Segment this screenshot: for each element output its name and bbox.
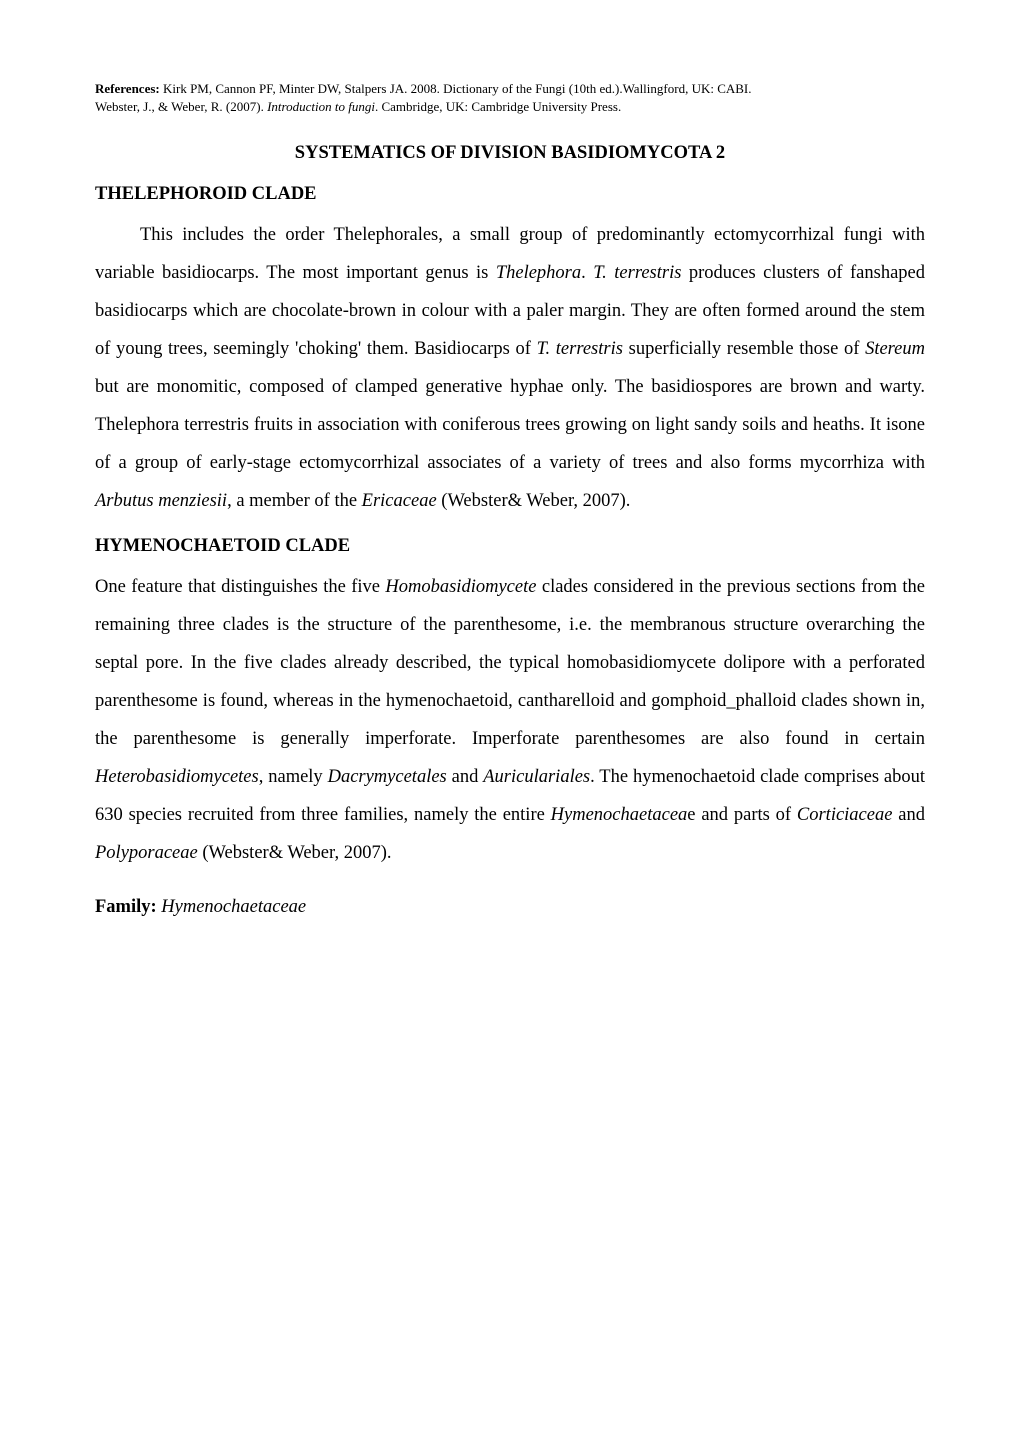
references-line2-prefix: Webster, J., & Weber, R. (2007). (95, 99, 267, 114)
text-run: (Webster& Weber, 2007). (437, 491, 631, 511)
italic-run: Heterobasidiomycetes (95, 767, 259, 787)
italic-run: Thelephora (496, 263, 581, 283)
family-name: Hymenochaetaceae (161, 897, 306, 917)
italic-run: Ericaceae (362, 491, 437, 511)
text-run: (Webster& Weber, 2007). (198, 843, 392, 863)
italic-run: Corticiaceae (797, 805, 893, 825)
section2-para1: One feature that distinguishes the five … (95, 569, 925, 872)
section2-heading: HYMENOCHAETOID CLADE (95, 536, 925, 557)
family-line: Family: Hymenochaetaceae (95, 889, 925, 927)
page-title: SYSTEMATICS OF DIVISION BASIDIOMYCOTA 2 (95, 143, 925, 164)
references-block: References: Kirk PM, Cannon PF, Minter D… (95, 80, 925, 115)
italic-run: T. terrestris (593, 263, 681, 283)
italic-run: Polyporaceae (95, 843, 198, 863)
text-run: but are monomitic, composed of clamped g… (95, 377, 925, 473)
references-line2-suffix: . Cambridge, UK: Cambridge University Pr… (375, 99, 621, 114)
text-run: and (892, 805, 925, 825)
text-run: superficially resemble those of (623, 339, 865, 359)
italic-run: Homobasidiomycete (385, 577, 536, 597)
family-label: Family: (95, 897, 161, 917)
text-run: , namely (259, 767, 328, 787)
italic-run: Dacrymycetales (328, 767, 447, 787)
italic-run: Stereum (865, 339, 925, 359)
section1-para1: This includes the order Thelephorales, a… (95, 217, 925, 520)
text-run: , a member of the (227, 491, 362, 511)
italic-run: Auriculariales (483, 767, 590, 787)
italic-run: T. terrestris (537, 339, 623, 359)
text-run: e and parts of (687, 805, 797, 825)
references-line2-italic: Introduction to fungi (267, 99, 375, 114)
references-line1: Kirk PM, Cannon PF, Minter DW, Stalpers … (163, 81, 752, 96)
references-label: References: (95, 81, 163, 96)
text-run: and (447, 767, 483, 787)
page: References: Kirk PM, Cannon PF, Minter D… (0, 0, 1020, 1003)
italic-run: Arbutus menziesii (95, 491, 227, 511)
italic-run: Hymenochaetacea (551, 805, 688, 825)
text-run: clades considered in the previous sectio… (95, 577, 925, 749)
section1-heading: THELEPHOROID CLADE (95, 184, 925, 205)
text-run: One feature that distinguishes the five (95, 577, 385, 597)
text-run: . (581, 263, 593, 283)
